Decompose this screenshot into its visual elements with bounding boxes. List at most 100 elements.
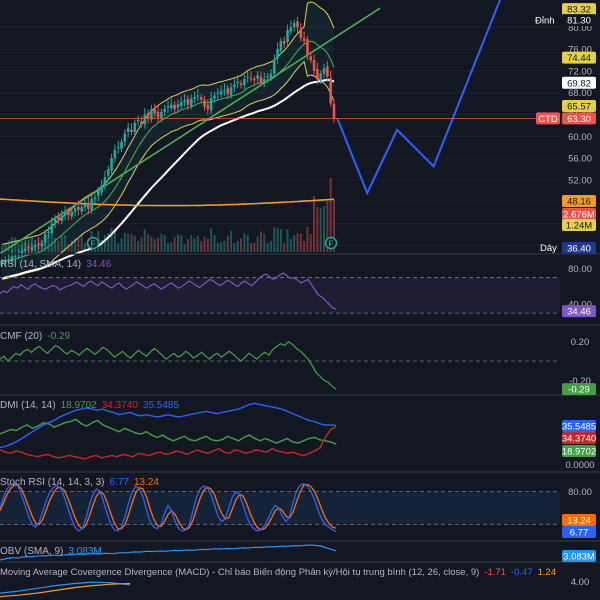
volume-bar [163,235,166,252]
macd-line [0,581,131,594]
volume-bar [236,241,239,252]
price-tick-label: 76.00 [568,45,592,56]
badge-volume-ma-bg [562,219,596,231]
volume-bar [273,227,276,252]
volume-bar [1,246,3,252]
candle-body [93,197,97,200]
candle-body [90,199,93,211]
candle-body [272,60,276,74]
candle-body [183,100,186,102]
price-tick-label: 68.00 [568,88,592,99]
candle-body [186,98,190,105]
volume-bar [80,235,83,252]
volume-bar [296,233,299,252]
volume-bar [200,241,203,252]
candle-body [216,92,220,94]
volume-bar [203,236,206,252]
f-marker-label: F [91,240,96,249]
volume-bar [147,234,150,252]
dmi-line-0 [0,418,337,445]
candle-body [253,79,256,81]
volume-bar [256,236,259,252]
candle-body [299,28,303,39]
candle-body [226,88,230,94]
badge-ctd-bg [562,112,596,125]
candle-body [243,79,246,86]
candle-body [199,97,203,100]
candle-body [322,68,326,74]
volume-bar [326,201,329,252]
candle-body [312,60,316,71]
volume-bar [210,228,213,252]
volume-bar [313,196,316,252]
stoch-tick-label: 80.00 [568,487,592,498]
volume-bar [276,228,279,252]
candle-body [163,109,166,112]
volume-bar [133,235,136,252]
volume-bar [266,243,269,252]
macd-value-1: -1.71 [484,567,506,578]
candle-body [106,169,110,176]
dinh-label: Đỉnh [535,16,555,27]
volume-bar [107,233,110,252]
candle-body [170,104,173,108]
candle-body [209,98,213,111]
candle-body [47,231,50,233]
volume-bar [316,207,319,252]
candle-body [133,122,137,132]
candle-body [302,38,306,41]
bollinger-lower-line [1,60,335,280]
candle-body [256,75,259,79]
candle-body [173,104,176,110]
dmi-title-text: DMI (14, 14) [0,400,56,411]
candle-body [103,177,107,186]
badge-bb-upper-bg [562,3,596,16]
badge-bb-lower-bg [562,99,596,112]
volume-bar [289,239,292,252]
volume-bar [100,240,103,252]
stoch-value-1: 6.77 [109,477,129,488]
volume-bar [84,243,86,252]
badge-obv-bg [562,550,596,562]
volume-bar [253,242,256,252]
badge-sma-white: 69.82 [567,78,591,89]
candle-body [57,216,60,220]
cmf-line [0,340,337,390]
candle-body [179,102,183,106]
volume-bar [269,241,272,252]
candle-body [276,49,279,59]
volume-bar [329,178,332,252]
volume-bar [250,243,252,252]
candle-body [153,109,157,114]
candle-body [233,84,236,88]
candle-body [140,121,143,125]
badge-cmf: -0.29 [568,385,590,396]
volume-bar [60,235,63,252]
volume-bar [293,235,296,252]
price-tick-label: 60.00 [568,132,592,143]
obv-title-text: OBV (SMA, 9) [0,546,64,557]
ctd-label-bg [536,112,560,125]
badge-stoch-k: 6.77 [570,528,589,539]
candle-body [53,218,57,224]
volume-bar [259,231,262,252]
volume-bar [333,199,335,252]
badge-volume-ma: 1.24M [566,221,592,232]
volume-bar [226,235,229,252]
candle-body [296,21,299,28]
dmi-value-1: 18.9702 [60,400,97,411]
candle-body [239,83,243,86]
candle-body [306,39,309,55]
candle-body [37,243,40,245]
volume-bar [113,229,116,252]
cmf-value: -0.29 [47,331,71,342]
stoch-title-text: Stoch RSI (14, 14, 3, 3) [0,477,105,488]
candle-body [30,247,34,250]
volume-bar [117,243,120,252]
volume-bar [103,235,106,252]
volume-bar [67,243,70,252]
rsi-title: RSI (14, SMA, 14) 34.46 [0,258,111,271]
volume-bar [64,235,67,252]
volume-bar [54,238,57,252]
